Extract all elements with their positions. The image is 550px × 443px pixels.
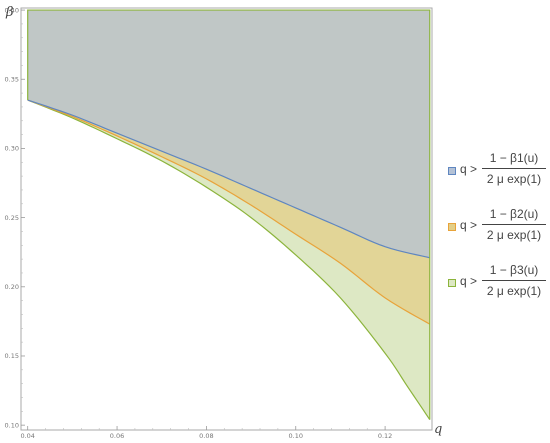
region-fill-1 — [27, 10, 430, 258]
legend: q > 1 − β1(u) 2 μ exp(1) q > 1 − β2(u) 2… — [448, 145, 548, 313]
y-tick-label: 0.30 — [5, 145, 19, 153]
legend-numerator-3: 1 − β3(u) — [489, 263, 539, 277]
legend-prefix-3: q > — [460, 274, 478, 288]
legend-swatch-2 — [448, 223, 456, 231]
boundary-curve-3 — [27, 99, 431, 420]
x-tick-label: 0.04 — [20, 432, 34, 440]
x-axis-label: q — [434, 422, 442, 437]
legend-numerator-1: 1 − β1(u) — [489, 151, 539, 165]
legend-fraction-3: 1 − β3(u) 2 μ exp(1) — [482, 257, 546, 298]
boundary-curve-2 — [27, 99, 431, 325]
region-outline — [27, 9, 431, 420]
legend-item-2: q > 1 − β2(u) 2 μ exp(1) — [448, 201, 548, 253]
boundary-curve-1 — [27, 99, 430, 259]
legend-denominator-3: 2 μ exp(1) — [486, 284, 542, 298]
legend-denominator-2: 2 μ exp(1) — [486, 228, 542, 242]
legend-denominator-1: 2 μ exp(1) — [486, 172, 542, 186]
legend-numerator-2: 1 − β2(u) — [489, 207, 539, 221]
y-tick-label: 0.35 — [5, 75, 19, 83]
x-tick-label: 0.12 — [378, 432, 392, 440]
chart-plot: 0.04 0.06 0.08 0.10 0.12 0.10 0.15 0.20 0.25 0.30… — [5, 5, 443, 440]
legend-fraction-2: 1 − β2(u) 2 μ exp(1) — [482, 201, 546, 242]
legend-fraction-1: 1 − β1(u) 2 μ exp(1) — [482, 145, 546, 186]
y-axis-label: β — [5, 5, 14, 20]
legend-prefix-2: q > — [460, 218, 478, 232]
boundary-lines — [27, 9, 431, 420]
x-tick-label: 0.10 — [289, 432, 303, 440]
fraction-bar — [482, 224, 546, 225]
legend-prefix-1: q > — [460, 162, 478, 176]
x-tick-label: 0.08 — [199, 432, 213, 440]
legend-item-1: q > 1 − β1(u) 2 μ exp(1) — [448, 145, 548, 197]
plot-frame — [20, 7, 433, 431]
legend-swatch-3 — [448, 279, 456, 287]
y-tick-label: 0.40 — [5, 6, 19, 14]
y-tick-label: 0.10 — [5, 421, 19, 429]
y-tick-label: 0.15 — [5, 352, 19, 360]
fraction-bar — [482, 280, 546, 281]
legend-item-3: q > 1 − β3(u) 2 μ exp(1) — [448, 257, 548, 309]
x-tick-label: 0.06 — [110, 432, 124, 440]
y-tick-label: 0.20 — [5, 283, 19, 291]
legend-swatch-1 — [448, 167, 456, 175]
axis-ticks: 0.04 0.06 0.08 0.10 0.12 0.10 0.15 0.20 0.25 0.30… — [5, 6, 393, 440]
y-tick-label: 0.25 — [5, 214, 19, 222]
region-fills — [27, 10, 430, 420]
fraction-bar — [482, 168, 546, 169]
